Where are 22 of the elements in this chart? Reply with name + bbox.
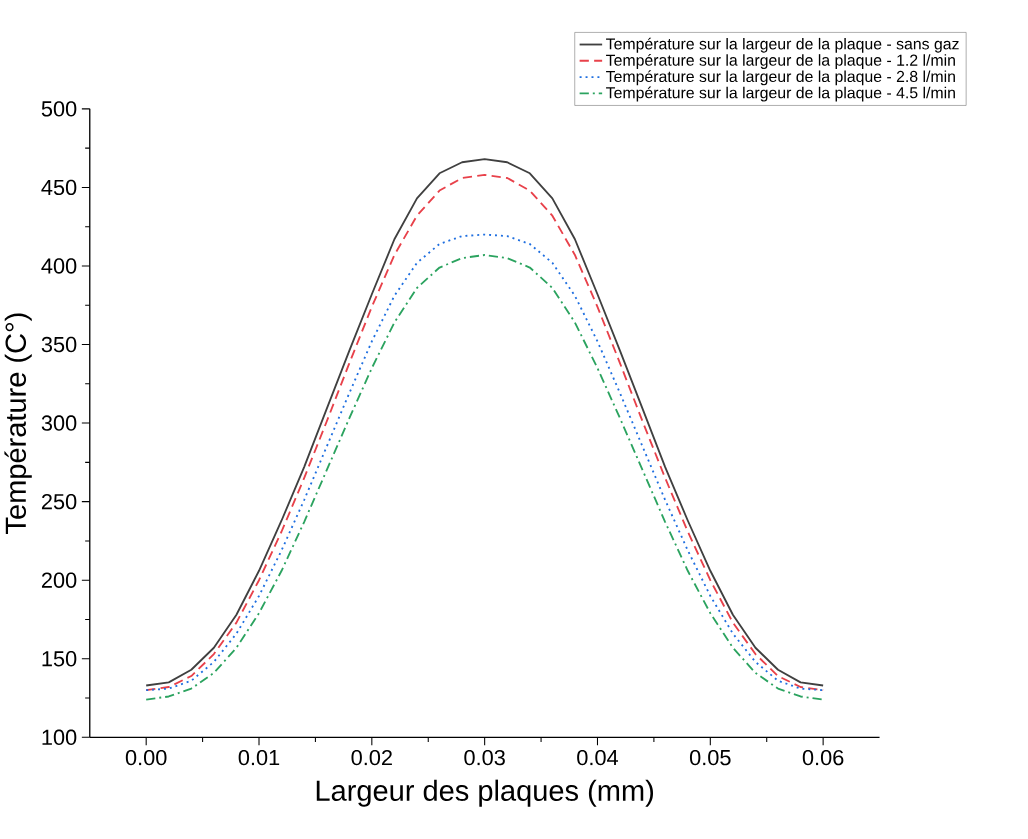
x-tick-label: 0.02 bbox=[351, 749, 392, 766]
x-tick-label: 0.00 bbox=[125, 749, 167, 766]
y-axis-title: Température (C°) bbox=[4, 313, 32, 534]
y-tick-label: 250 bbox=[41, 493, 77, 510]
x-axis-title: Largeur des plaques (mm) bbox=[316, 779, 654, 807]
legend-label: Température sur la largeur de la plaque - sans gaz bbox=[606, 37, 959, 53]
y-tick-label: 300 bbox=[41, 415, 77, 431]
x-tick-label: 0.01 bbox=[238, 749, 280, 766]
y-tick-label: 500 bbox=[41, 101, 77, 117]
legend-label: Température sur la largeur de la plaque - 2.8 l/min bbox=[606, 70, 955, 86]
x-tick-label: 0.04 bbox=[577, 749, 619, 766]
legend-label: Température sur la largeur de la plaque - 4.5 l/min bbox=[606, 86, 955, 102]
y-tick-label: 150 bbox=[42, 650, 77, 667]
y-tick-label: 100 bbox=[42, 729, 77, 745]
x-tick-label: 0.03 bbox=[464, 749, 505, 766]
y-tick-label: 200 bbox=[41, 572, 77, 588]
x-tick-label: 0.06 bbox=[802, 749, 844, 766]
x-tick-label: 0.05 bbox=[689, 749, 731, 766]
y-tick-label: 450 bbox=[41, 179, 77, 195]
y-tick-label: 350 bbox=[41, 336, 77, 353]
legend-label: Température sur la largeur de la plaque - 1.2 l/min bbox=[606, 53, 955, 69]
y-tick-label: 400 bbox=[41, 258, 77, 274]
